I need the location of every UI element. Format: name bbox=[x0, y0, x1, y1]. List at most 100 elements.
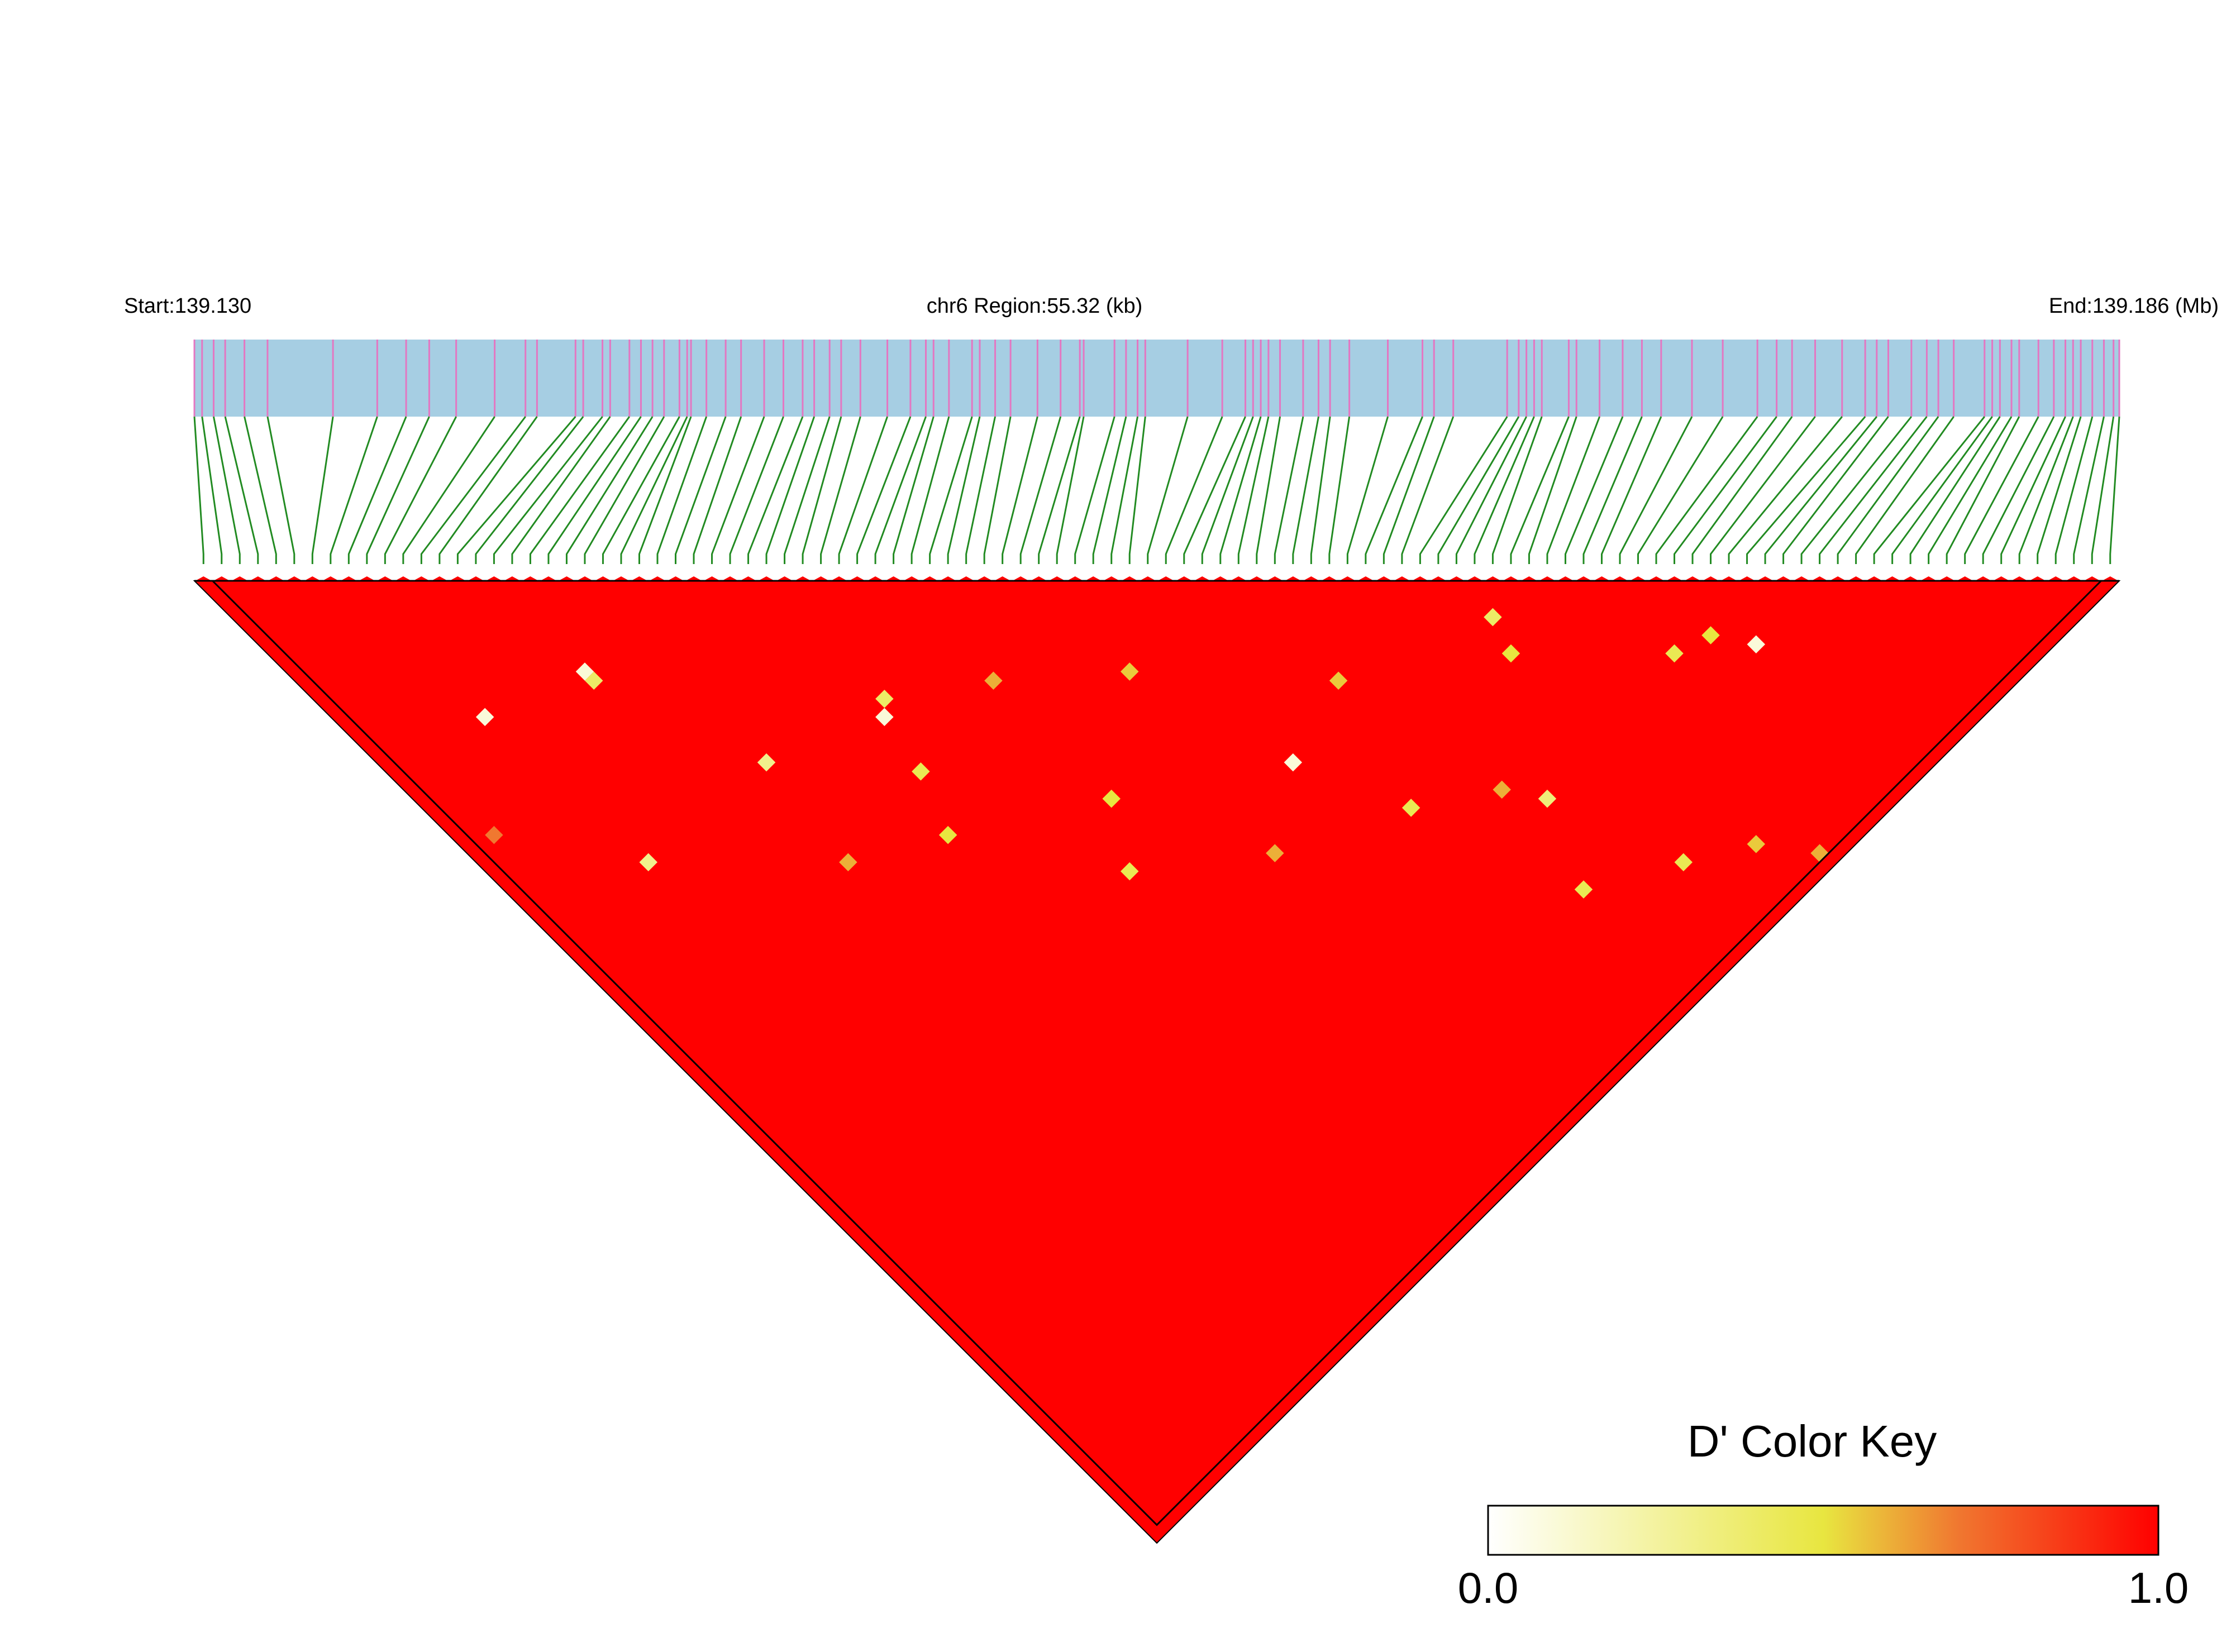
marker-connector bbox=[802, 416, 842, 564]
ld-triangle-background bbox=[194, 581, 2119, 1543]
ld-cell bbox=[1102, 789, 1121, 808]
marker-connector bbox=[620, 416, 688, 564]
marker-connector bbox=[1310, 416, 1331, 564]
ld-block-outline bbox=[212, 580, 2102, 1526]
ld-cell bbox=[757, 753, 776, 772]
marker-connector bbox=[1510, 416, 1570, 564]
marker-connector bbox=[2000, 416, 2066, 564]
ld-cell bbox=[1120, 662, 1139, 681]
marker-connector bbox=[1165, 416, 1223, 564]
gene-region-bar bbox=[194, 340, 2119, 417]
marker-connector bbox=[529, 416, 631, 564]
marker-connector bbox=[1782, 416, 1889, 564]
marker-connector bbox=[1019, 416, 1062, 564]
ld-cell bbox=[575, 662, 594, 681]
marker-connector bbox=[1074, 416, 1116, 564]
ld-cell bbox=[1538, 789, 1557, 808]
marker-connector bbox=[1946, 416, 2020, 564]
marker-connector bbox=[893, 416, 935, 564]
marker-connector bbox=[929, 416, 973, 564]
ld-cell bbox=[875, 708, 894, 727]
marker-connector bbox=[1383, 416, 1435, 564]
marker-connector bbox=[602, 416, 680, 564]
ld-cell bbox=[485, 825, 503, 844]
marker-connector bbox=[656, 416, 708, 564]
marker-connector bbox=[1328, 416, 1351, 564]
marker-connector bbox=[1346, 416, 1389, 564]
marker-connector bbox=[1819, 416, 1928, 564]
marker-connector bbox=[1728, 416, 1843, 564]
ld-cell bbox=[1484, 608, 1502, 627]
marker-connector bbox=[193, 416, 204, 564]
marker-connector bbox=[2091, 416, 2115, 564]
marker-connector bbox=[1746, 416, 1866, 564]
marker-connector bbox=[1982, 416, 2055, 564]
marker-connector bbox=[402, 416, 495, 564]
marker-connector bbox=[1292, 416, 1319, 564]
marker-connector bbox=[965, 416, 997, 564]
marker-connector bbox=[1256, 416, 1281, 564]
marker-connector bbox=[947, 416, 981, 564]
marker-connector bbox=[2037, 416, 2082, 564]
marker-connector bbox=[1274, 416, 1304, 564]
marker-connector bbox=[493, 416, 603, 564]
ld-cell bbox=[1501, 644, 1520, 663]
ld-cell bbox=[1574, 880, 1593, 899]
marker-connector bbox=[384, 416, 457, 564]
marker-connector bbox=[1855, 416, 1954, 564]
marker-connector bbox=[420, 416, 526, 564]
marker-connector bbox=[224, 416, 259, 564]
marker-connector bbox=[675, 416, 727, 564]
marker-connector bbox=[747, 416, 804, 564]
marker-connector bbox=[212, 416, 241, 564]
marker-connector bbox=[1237, 416, 1270, 564]
marker-connector bbox=[638, 416, 692, 564]
ld-cell bbox=[1665, 644, 1684, 663]
marker-connector bbox=[874, 416, 927, 564]
marker-connector bbox=[244, 416, 277, 564]
marker-connector bbox=[266, 416, 295, 564]
ld-cell bbox=[1284, 753, 1303, 772]
ld-cell bbox=[912, 762, 930, 781]
marker-connector bbox=[1147, 416, 1189, 564]
marker-connector bbox=[1491, 416, 1543, 564]
marker-connector bbox=[1691, 416, 1793, 564]
marker-connector bbox=[475, 416, 584, 564]
marker-connector bbox=[1365, 416, 1423, 564]
marker-connector bbox=[1800, 416, 1913, 564]
marker-connector bbox=[1928, 416, 2013, 564]
marker-connector bbox=[456, 416, 576, 564]
marker-connector bbox=[1873, 416, 1985, 564]
marker-connector bbox=[584, 416, 665, 564]
marker-connector bbox=[838, 416, 888, 564]
marker-connector bbox=[1582, 416, 1643, 564]
ld-cell bbox=[1810, 844, 1829, 862]
marker-connector bbox=[856, 416, 912, 564]
marker-connector bbox=[2018, 416, 2074, 564]
marker-connector bbox=[1655, 416, 1758, 564]
marker-connector bbox=[438, 416, 538, 564]
ld-cell bbox=[1401, 799, 1420, 817]
color-key: D' Color Key 0.0 1.0 bbox=[1458, 1416, 2189, 1612]
region-label: chr6 Region:55.32 (kb) bbox=[927, 294, 1143, 318]
ld-cell bbox=[839, 853, 857, 872]
marker-connector bbox=[983, 416, 1012, 564]
ld-cell bbox=[1329, 671, 1348, 690]
marker-connector bbox=[1401, 416, 1455, 564]
ld-cell bbox=[938, 825, 957, 844]
marker-connector bbox=[1110, 416, 1139, 564]
marker-connector bbox=[2109, 416, 2120, 564]
marker-connector bbox=[330, 416, 378, 564]
marker-connector bbox=[765, 416, 816, 564]
marker-connector bbox=[1619, 416, 1693, 564]
marker-connector bbox=[820, 416, 861, 564]
marker-connector bbox=[1092, 416, 1127, 564]
marker-connector bbox=[1546, 416, 1600, 564]
ld-cell bbox=[875, 690, 894, 708]
marker-connector bbox=[547, 416, 642, 564]
ld-cell bbox=[1747, 635, 1766, 654]
marker-connector bbox=[711, 416, 765, 564]
marker-connector bbox=[1710, 416, 1816, 564]
marker-connector bbox=[1528, 416, 1577, 564]
marker-ticks bbox=[193, 340, 2120, 417]
